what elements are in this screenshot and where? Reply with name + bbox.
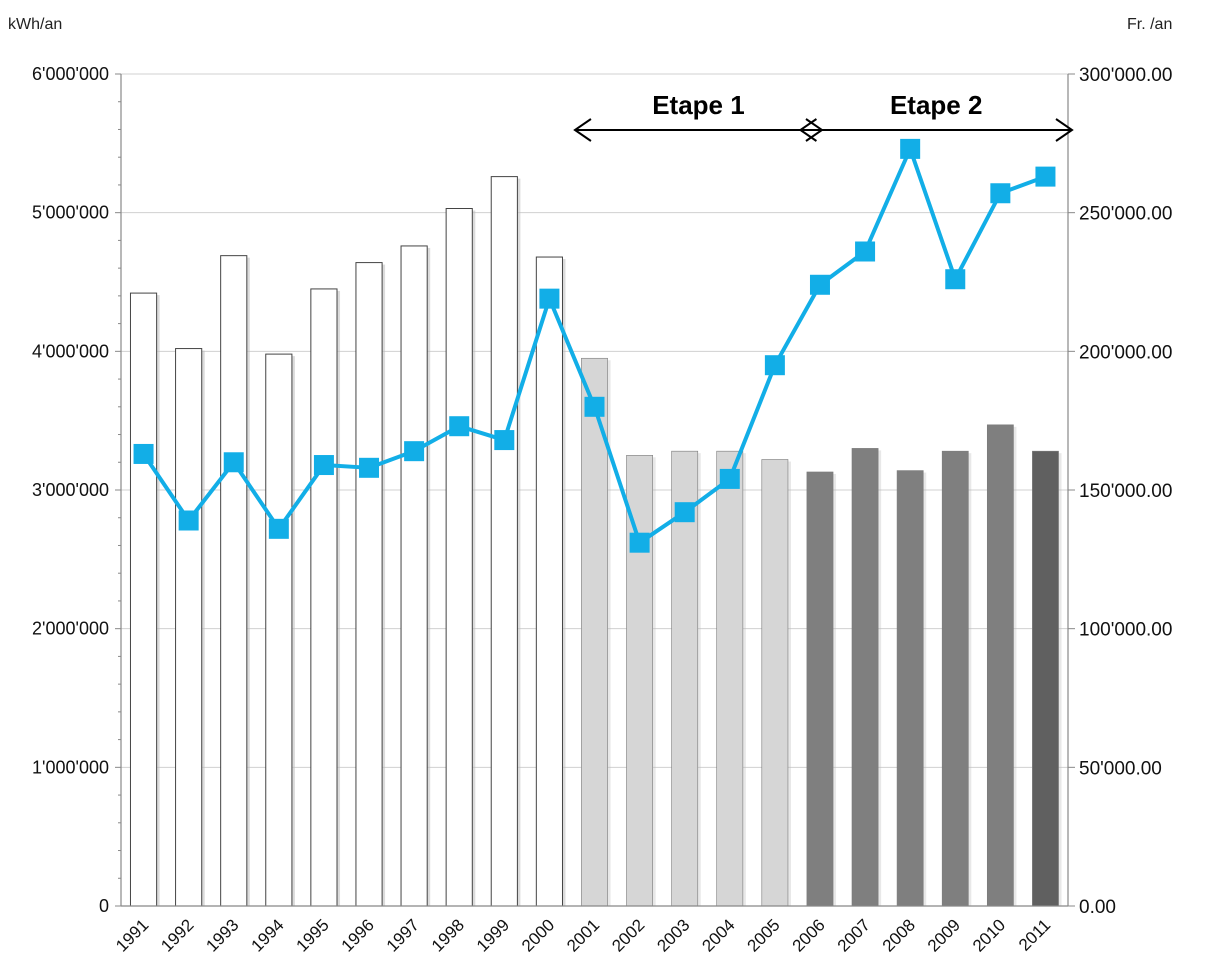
year-tick-label: 2002 [608,915,648,955]
cost-marker [674,502,695,523]
cost-marker [449,416,470,437]
bar [716,450,744,907]
bar [129,292,158,907]
bar [851,448,879,907]
cost-marker [404,441,425,462]
year-tick-label: 1996 [338,915,378,955]
year-tick-label: 2008 [879,915,919,955]
cost-marker [629,532,650,553]
bar [445,208,473,907]
left-tick-label: 6'000'000 [32,64,109,84]
bar [490,176,518,907]
right-tick-label: 300'000.00 [1079,65,1172,86]
cost-marker [900,138,921,159]
year-tick-label: 2004 [698,915,738,955]
right-tick-label: 100'000.00 [1079,620,1172,641]
cost-marker [359,457,380,478]
stage-arrow-head-right [1055,118,1074,142]
line-series [133,138,1056,553]
bar [400,245,428,907]
left-tick-label: 1'000'000 [32,757,109,777]
bar-series [129,176,1062,907]
bar [896,470,924,907]
year-tick-label: 2010 [969,915,1009,955]
bar [265,353,293,907]
left-tick-label: 3'000'000 [32,480,109,500]
cost-marker [990,183,1011,204]
cost-marker [584,396,605,417]
year-tick-label: 2001 [563,915,603,955]
right-tick-label: 200'000.00 [1079,342,1172,363]
year-tick-label: 1995 [293,915,333,955]
cost-marker [223,452,244,473]
stage-label: Etape 2 [890,90,983,120]
year-tick-label: 2006 [789,915,829,955]
year-tick-label: 1999 [473,915,513,955]
stage-arrow-head-left [798,118,817,142]
cost-marker [764,355,785,376]
year-tick-label: 1998 [428,915,468,955]
cost-marker [268,518,289,539]
axes: 0 0.00 1'000'000 50'000.00 2'000'000 100'000.… [32,64,1172,956]
bar [1032,450,1059,907]
bar [310,288,338,907]
bar [761,459,789,907]
cost-marker [178,510,199,531]
stage-annotations: Etape 1 Etape 2 [573,90,1074,142]
stage-arrow-head-left [573,118,592,142]
cost-marker [494,430,515,451]
right-tick-label: 0.00 [1079,897,1116,918]
cost-marker [945,269,966,290]
left-tick-label: 4'000'000 [32,341,109,361]
stage-label: Etape 1 [652,90,745,120]
year-tick-label: 2003 [653,915,693,955]
cost-marker [1035,166,1056,187]
year-tick-label: 2005 [744,915,784,955]
left-tick-label: 5'000'000 [32,203,109,223]
bar [941,450,969,907]
bar [355,262,383,907]
year-tick-label: 2011 [1015,915,1054,954]
bar [626,455,653,907]
bar [671,450,699,907]
cost-marker [719,468,740,489]
year-tick-label: 2007 [834,915,874,955]
year-tick-label: 1992 [157,915,197,955]
right-axis-unit-label: Fr. /an [1127,16,1173,33]
left-tick-label: 0 [99,896,109,916]
right-tick-label: 150'000.00 [1079,481,1172,502]
year-tick-label: 1997 [383,915,423,955]
bar [535,256,563,907]
cost-marker [133,443,154,464]
left-axis-unit-label: kWh/an [8,16,63,33]
year-tick-label: 1991 [112,915,152,955]
cost-marker [855,241,876,262]
cost-marker [313,455,334,476]
left-tick-label: 2'000'000 [32,619,109,639]
cost-marker [539,288,560,309]
cost-marker [809,274,830,295]
year-tick-label: 1993 [202,915,242,955]
year-tick-label: 2000 [518,915,558,955]
year-tick-label: 2009 [924,915,964,955]
right-tick-label: 250'000.00 [1079,204,1172,225]
bar [806,471,834,907]
bar [581,357,608,907]
year-tick-label: 1994 [247,915,287,955]
bar [986,424,1014,907]
bar [220,255,248,907]
bar [175,348,203,907]
right-tick-label: 50'000.00 [1079,758,1162,779]
